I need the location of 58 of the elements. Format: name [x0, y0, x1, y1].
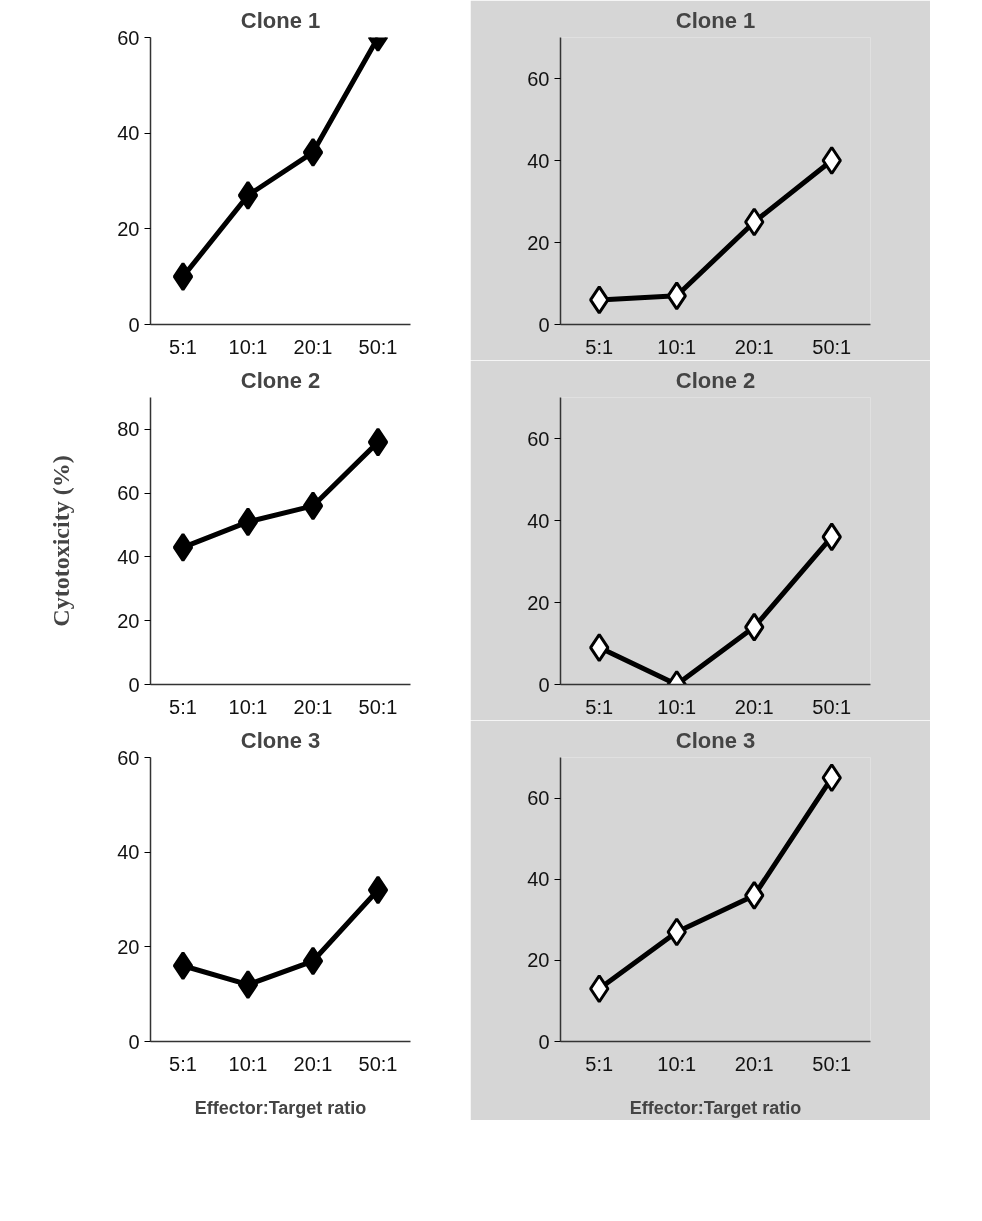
y-tick-label: 40 [117, 841, 140, 864]
x-tick-label: 5:1 [169, 335, 197, 358]
y-tick-label: 60 [527, 427, 550, 450]
y-tick-label: 40 [527, 868, 550, 891]
y-tick-label: 0 [538, 1030, 550, 1053]
x-tick-label: 10:1 [228, 695, 268, 718]
x-tick-label: 10:1 [228, 1052, 268, 1075]
x-tick-label: 20:1 [734, 695, 774, 718]
y-tick-label: 20 [527, 591, 550, 614]
y-tick-label: 40 [117, 545, 140, 568]
y-axis-title: Cytotoxicity (%) [48, 455, 75, 627]
y-tick-label: 20 [527, 231, 550, 254]
y-tick-label: 0 [128, 1030, 140, 1053]
chart-title: Clone 1 [675, 7, 756, 33]
x-tick-label: 10:1 [657, 695, 697, 718]
x-tick-label: 5:1 [169, 1052, 197, 1075]
x-tick-label: 20:1 [293, 1052, 333, 1075]
y-tick-label: 20 [527, 949, 550, 972]
y-tick-label: 60 [117, 26, 140, 49]
chart-title: Clone 3 [240, 727, 321, 753]
y-tick-label: 20 [117, 935, 140, 958]
x-axis-title: Effector:Target ratio [629, 1097, 802, 1118]
x-tick-label: 50:1 [358, 1052, 398, 1075]
x-tick-label: 10:1 [657, 335, 697, 358]
y-tick-label: 0 [128, 673, 140, 696]
x-tick-label: 20:1 [734, 335, 774, 358]
x-tick-label: 20:1 [293, 695, 333, 718]
y-tick-label: 60 [527, 67, 550, 90]
y-tick-label: 40 [527, 509, 550, 532]
x-tick-label: 5:1 [585, 335, 614, 358]
x-tick-label: 5:1 [585, 1052, 614, 1075]
y-tick-label: 0 [538, 313, 550, 336]
x-tick-label: 50:1 [358, 695, 398, 718]
y-tick-label: 0 [538, 673, 550, 696]
y-tick-label: 40 [117, 122, 140, 145]
x-tick-label: 10:1 [228, 335, 268, 358]
y-tick-label: 80 [117, 418, 140, 441]
y-tick-label: 0 [128, 313, 140, 336]
chart-title: Clone 1 [240, 7, 321, 33]
chart-title: Clone 2 [675, 367, 756, 393]
chart-title: Clone 2 [240, 367, 321, 393]
y-tick-label: 60 [117, 482, 140, 505]
x-tick-label: 10:1 [657, 1052, 697, 1075]
x-tick-label: 50:1 [812, 695, 852, 718]
chart-title: Clone 3 [675, 727, 756, 753]
y-tick-label: 60 [117, 746, 140, 769]
x-tick-label: 20:1 [734, 1052, 774, 1075]
y-tick-label: 20 [117, 609, 140, 632]
x-tick-label: 5:1 [169, 695, 197, 718]
x-tick-label: 20:1 [293, 335, 333, 358]
x-tick-label: 50:1 [358, 335, 398, 358]
x-tick-label: 50:1 [812, 1052, 852, 1075]
y-tick-label: 40 [527, 149, 550, 172]
x-tick-label: 50:1 [812, 335, 852, 358]
y-tick-label: 20 [117, 217, 140, 240]
y-tick-label: 60 [527, 787, 550, 810]
x-tick-label: 5:1 [585, 695, 614, 718]
x-axis-title: Effector:Target ratio [194, 1097, 367, 1118]
